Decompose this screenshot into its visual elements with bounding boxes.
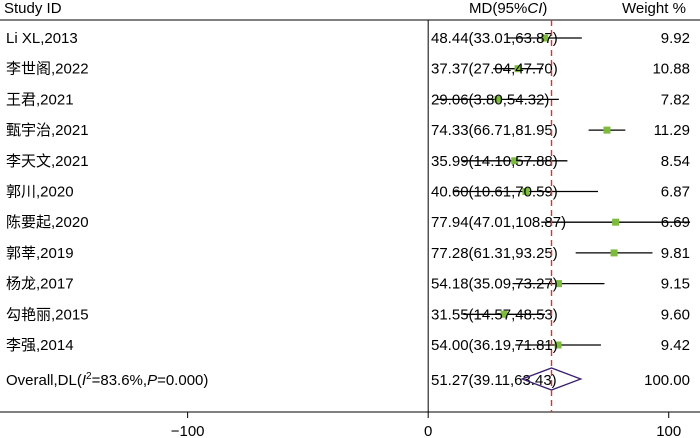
effect-marker (500, 310, 508, 318)
effect-marker (603, 126, 611, 134)
effect-marker (494, 95, 502, 103)
study-row: 甄宇治,2021 74.33(66.71,81.95) 11.29 (6, 122, 690, 139)
study-label: 李强,2014 (6, 337, 74, 354)
ci-text: 31.55(14.57,48.53) (431, 306, 558, 323)
effect-marker (514, 65, 522, 73)
overall-label: Overall,DL(I2=83.6%,P=0.000) (6, 371, 208, 389)
study-rows: Li XL,2013 48.44(33.01,63.87) 9.92 李世阁,2022… (6, 30, 691, 354)
study-row: 李强,2014 54.00(36.19,71.81) 9.42 (6, 337, 690, 354)
ci-text: 37.37(27.04,47.70) (431, 61, 558, 78)
study-label: 勾艳丽,2015 (6, 306, 89, 323)
x-axis: −100 0 100 (171, 412, 681, 438)
x-tick-label: −100 (171, 423, 205, 438)
study-row: 李世阁,2022 37.37(27.04,47.70) 10.88 (6, 61, 690, 78)
header-md: MD(95%CI) (469, 0, 547, 17)
effect-marker (511, 157, 519, 165)
weight-value: 9.15 (661, 276, 690, 293)
study-label: 李世阁,2022 (6, 61, 89, 78)
weight-value: 11.29 (654, 122, 690, 139)
weight-value: 7.82 (661, 91, 690, 108)
overall-weight: 100.00 (644, 372, 690, 389)
study-row: 杨龙,2017 54.18(35.09,73.27) 9.15 (6, 276, 690, 293)
study-label: Li XL,2013 (6, 30, 78, 47)
weight-value: 9.42 (661, 337, 690, 354)
header-row: Study ID MD(95%CI) Weight % (4, 0, 686, 17)
ci-text: 54.00(36.19,71.81) (431, 337, 558, 354)
study-row: 陈要起,2020 77.94(47.01,108.87) 6.69 (6, 213, 691, 231)
study-row: 郭莘,2019 77.28(61.31,93.25) 9.81 (6, 245, 690, 262)
weight-value: 9.60 (661, 306, 690, 323)
ci-text: 77.28(61.31,93.25) (431, 245, 558, 262)
effect-marker (541, 34, 549, 42)
header-weight: Weight % (622, 0, 686, 17)
ci-text: 74.33(66.71,81.95) (431, 122, 558, 139)
ci-text: 40.60(10.61,70.59) (431, 184, 558, 201)
weight-value: 10.88 (652, 61, 690, 78)
study-label: 陈要起,2020 (6, 213, 89, 231)
ci-text: 48.44(33.01,63.87) (431, 30, 558, 47)
overall-row: Overall,DL(I2=83.6%,P=0.000) 51.27(39.11… (6, 367, 690, 391)
effect-marker (555, 280, 563, 288)
weight-value: 6.87 (661, 184, 690, 201)
ci-text: 35.99(14.10,57.88) (431, 153, 558, 170)
weight-value: 9.81 (661, 245, 690, 262)
effect-marker (522, 188, 530, 195)
study-label: 王君,2021 (6, 91, 74, 108)
reference-lines (427, 20, 553, 412)
effect-marker (612, 218, 620, 226)
weight-value: 9.92 (661, 30, 690, 47)
study-row: 郭川,2020 40.60(10.61,70.59) 6.87 (6, 184, 690, 201)
study-row: 勾艳丽,2015 31.55(14.57,48.53) 9.60 (6, 306, 690, 323)
weight-value: 8.54 (661, 153, 690, 170)
study-row: Li XL,2013 48.44(33.01,63.87) 9.92 (6, 30, 690, 47)
study-label: 杨龙,2017 (6, 276, 74, 293)
ci-text: 54.18(35.09,73.27) (431, 276, 558, 293)
x-tick-label: 0 (424, 423, 432, 438)
pooled-diamond (520, 367, 583, 391)
effect-marker (610, 249, 618, 257)
study-label: 李天文,2021 (6, 153, 89, 170)
overall-ci-text: 51.27(39.11,63.43) (431, 372, 557, 389)
study-label: 甄宇治,2021 (6, 122, 89, 139)
study-row: 李天文,2021 35.99(14.10,57.88) 8.54 (6, 153, 690, 170)
weight-value: 6.69 (661, 214, 690, 231)
study-row: 王君,2021 29.06(3.80,54.32) 7.82 (6, 91, 690, 108)
header-study-id: Study ID (4, 0, 62, 17)
effect-marker (554, 341, 562, 349)
ci-text: 77.94(47.01,108.87) (431, 214, 566, 231)
x-tick-label: 100 (656, 423, 681, 438)
study-label: 郭川,2020 (6, 184, 74, 201)
ci-text: 29.06(3.80,54.32) (431, 91, 549, 108)
study-label: 郭莘,2019 (6, 245, 74, 262)
